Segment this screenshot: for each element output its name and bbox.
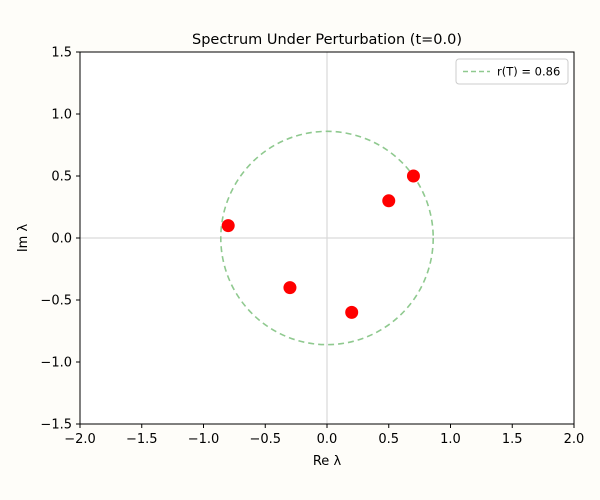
x-tick-label: −1.5	[126, 432, 158, 447]
y-tick-label: 0.0	[51, 232, 72, 247]
legend-box	[455, 58, 569, 85]
legend-entry-label: r(T) = 0.86	[497, 65, 560, 79]
radius-circle-layer	[219, 130, 435, 346]
x-axis-ticks: −2.0 −1.5 −1.0 −0.5 0.0 0.5 1.0 1.5 2.0	[64, 424, 584, 447]
y-tick-label: −1.0	[40, 356, 72, 371]
eigenvalue-point-2	[345, 305, 359, 319]
reference-lines	[80, 52, 574, 424]
eigenvalue-point-1	[283, 281, 297, 295]
eigenvalue-point-0	[221, 219, 235, 233]
y-tick-label: 0.5	[51, 170, 72, 185]
legend: r(T) = 0.86	[455, 58, 569, 85]
y-tick-label: −0.5	[40, 294, 72, 309]
x-tick-label: 0.0	[317, 432, 338, 447]
x-axis-label: Re λ	[313, 454, 342, 469]
eigenvalue-point-3	[382, 194, 396, 208]
x-tick-label: 1.0	[440, 432, 461, 447]
y-axis-label: Im λ	[16, 224, 31, 253]
x-tick-label: 2.0	[564, 432, 585, 447]
x-tick-label: 1.5	[502, 432, 523, 447]
eigenvalue-point-4	[406, 169, 420, 183]
chart-title: Spectrum Under Perturbation (t=0.0)	[192, 32, 462, 48]
y-tick-label: −1.5	[40, 418, 72, 433]
x-tick-label: −2.0	[64, 432, 96, 447]
spectral-radius-circle	[219, 130, 435, 346]
x-tick-label: −1.0	[188, 432, 220, 447]
y-axis-ticks: −1.5 −1.0 −0.5 0.0 0.5 1.0 1.5	[40, 46, 80, 433]
y-tick-label: 1.5	[51, 46, 72, 61]
x-tick-label: −0.5	[249, 432, 281, 447]
eigenvalue-points	[221, 169, 420, 319]
x-tick-label: 0.5	[378, 432, 399, 447]
y-tick-label: 1.0	[51, 108, 72, 123]
